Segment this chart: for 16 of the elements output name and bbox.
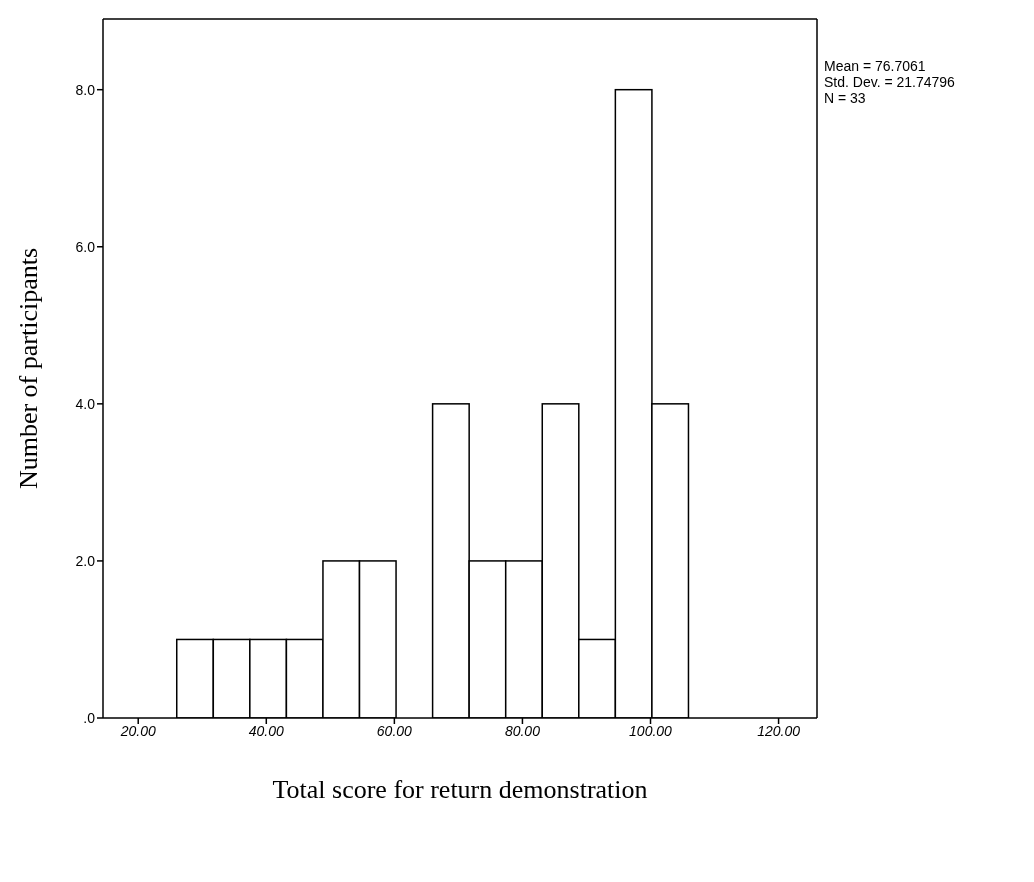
x-tick-label: 120.00 bbox=[757, 722, 801, 739]
x-tick-label: 80.00 bbox=[504, 722, 541, 739]
y-tick-label: .0 bbox=[83, 709, 96, 726]
x-tick-label: 100.00 bbox=[629, 722, 673, 739]
text: Mean = 76.7061 bbox=[824, 58, 927, 74]
x-tick-label: 20.00 bbox=[119, 722, 156, 739]
y-axis-title: Number of participants bbox=[14, 247, 44, 490]
x-tick-label: 60.00 bbox=[376, 722, 413, 739]
y-tick-label: 8.0 bbox=[75, 81, 96, 98]
y-tick-label: 2.0 bbox=[75, 552, 96, 569]
y-tick-label: 6.0 bbox=[75, 238, 96, 255]
x-axis-title: Total score for return demonstration bbox=[272, 775, 648, 804]
y-tick-label: 4.0 bbox=[75, 395, 96, 412]
text: Std. Dev. = 21.74796 bbox=[824, 74, 955, 90]
text: N = 33 bbox=[824, 90, 867, 106]
x-tick-label: 40.00 bbox=[248, 722, 285, 739]
